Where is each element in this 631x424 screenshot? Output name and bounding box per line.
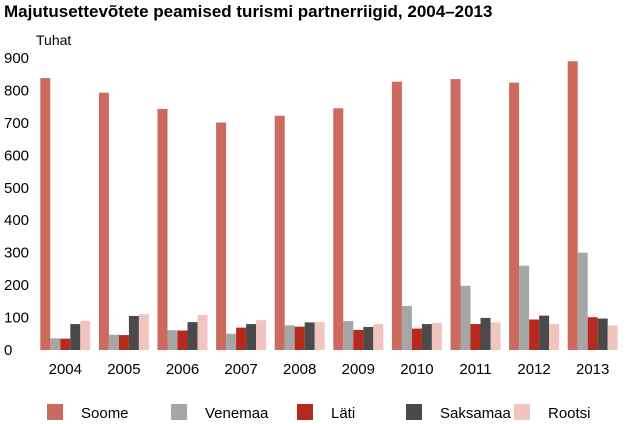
legend-label-soome: Soome xyxy=(81,405,129,422)
bar-läti-2008 xyxy=(294,326,305,350)
x-tick-label: 2010 xyxy=(400,361,433,378)
bar-saksamaa-2008 xyxy=(304,322,315,350)
y-tick-label: 300 xyxy=(4,245,29,262)
bar-venemaa-2011 xyxy=(460,285,471,350)
x-tick-label: 2008 xyxy=(283,361,316,378)
bar-läti-2005 xyxy=(118,335,129,350)
bar-soome-2005 xyxy=(98,92,109,351)
legend-swatch-soome xyxy=(47,404,63,420)
bar-rootsi-2004 xyxy=(80,320,91,350)
legend-swatch-läti xyxy=(297,404,313,420)
chart-title: Majutusettevõtete peamised turismi partn… xyxy=(4,2,493,21)
legend-swatch-rootsi xyxy=(514,404,530,420)
y-tick-label: 900 xyxy=(4,50,29,67)
x-tick-label: 2009 xyxy=(342,361,375,378)
bar-venemaa-2005 xyxy=(108,334,119,350)
legend-label-venemaa: Venemaa xyxy=(205,405,269,422)
bar-läti-2013 xyxy=(587,317,598,350)
x-tick-label: 2004 xyxy=(49,361,82,378)
bar-läti-2009 xyxy=(353,329,364,350)
y-axis-unit-label: Tuhat xyxy=(36,32,71,48)
bar-soome-2010 xyxy=(391,81,402,350)
bar-soome-2008 xyxy=(274,115,285,350)
bar-rootsi-2010 xyxy=(431,323,442,350)
bar-läti-2006 xyxy=(177,330,188,350)
legend-label-rootsi: Rootsi xyxy=(548,405,591,422)
y-tick-label: 0 xyxy=(4,342,12,359)
bar-venemaa-2013 xyxy=(577,252,588,350)
bar-rootsi-2013 xyxy=(607,325,618,350)
bar-soome-2006 xyxy=(157,108,168,350)
legend-swatch-venemaa xyxy=(171,404,187,420)
bar-saksamaa-2007 xyxy=(246,324,257,350)
y-tick-label: 500 xyxy=(4,180,29,197)
bar-saksamaa-2011 xyxy=(480,317,491,350)
y-axis-ticks: 0 100 200 300 400 500 600 700 800 900 xyxy=(4,50,29,359)
bar-soome-2011 xyxy=(450,79,461,350)
bar-saksamaa-2005 xyxy=(128,315,139,350)
bar-venemaa-2012 xyxy=(519,265,530,350)
bar-soome-2012 xyxy=(509,82,520,350)
bar-saksamaa-2004 xyxy=(70,324,81,350)
bar-läti-2007 xyxy=(236,327,247,350)
bar-läti-2010 xyxy=(411,328,422,350)
legend-label-läti: Läti xyxy=(331,405,355,422)
y-tick-label: 600 xyxy=(4,147,29,164)
bar-venemaa-2008 xyxy=(284,325,295,350)
y-tick-label: 700 xyxy=(4,115,29,132)
bar-venemaa-2007 xyxy=(226,333,237,350)
bar-soome-2004 xyxy=(40,78,51,351)
bars xyxy=(40,61,618,351)
bar-soome-2007 xyxy=(216,122,227,350)
bar-venemaa-2006 xyxy=(167,330,178,350)
bar-rootsi-2005 xyxy=(138,314,149,350)
bar-rootsi-2009 xyxy=(373,324,384,350)
bar-soome-2013 xyxy=(567,61,578,350)
x-tick-label: 2006 xyxy=(166,361,199,378)
y-tick-label: 100 xyxy=(4,310,29,327)
x-tick-label: 2012 xyxy=(517,361,550,378)
legend-label-saksamaa: Saksamaa xyxy=(440,405,512,422)
bar-rootsi-2011 xyxy=(490,322,501,350)
bar-saksamaa-2006 xyxy=(187,322,198,350)
bar-saksamaa-2009 xyxy=(363,326,374,350)
legend-swatch-saksamaa xyxy=(406,404,422,420)
x-tick-label: 2005 xyxy=(107,361,140,378)
x-tick-label: 2011 xyxy=(459,361,491,378)
bar-läti-2004 xyxy=(60,338,71,350)
bar-soome-2009 xyxy=(333,108,344,351)
bar-saksamaa-2013 xyxy=(597,318,608,350)
bar-saksamaa-2012 xyxy=(539,315,550,350)
bar-rootsi-2006 xyxy=(197,314,208,350)
legend: Soome Venemaa Läti Saksamaa Rootsi xyxy=(47,404,591,422)
bar-venemaa-2004 xyxy=(50,338,61,350)
x-tick-label: 2007 xyxy=(224,361,257,378)
y-tick-label: 400 xyxy=(4,212,29,229)
bar-venemaa-2009 xyxy=(343,321,354,350)
bar-rootsi-2012 xyxy=(549,324,560,350)
bar-rootsi-2007 xyxy=(256,320,267,350)
bar-läti-2011 xyxy=(470,324,481,350)
bar-venemaa-2010 xyxy=(401,305,412,350)
bar-rootsi-2008 xyxy=(314,322,325,350)
x-tick-label: 2013 xyxy=(576,361,609,378)
x-axis-ticks: 2004 2005 2006 2007 2008 2009 2010 2011 2012 2013 xyxy=(49,361,610,378)
bar-saksamaa-2010 xyxy=(421,324,432,350)
y-tick-label: 200 xyxy=(4,277,29,294)
y-tick-label: 800 xyxy=(4,82,29,99)
bar-läti-2012 xyxy=(529,319,540,350)
